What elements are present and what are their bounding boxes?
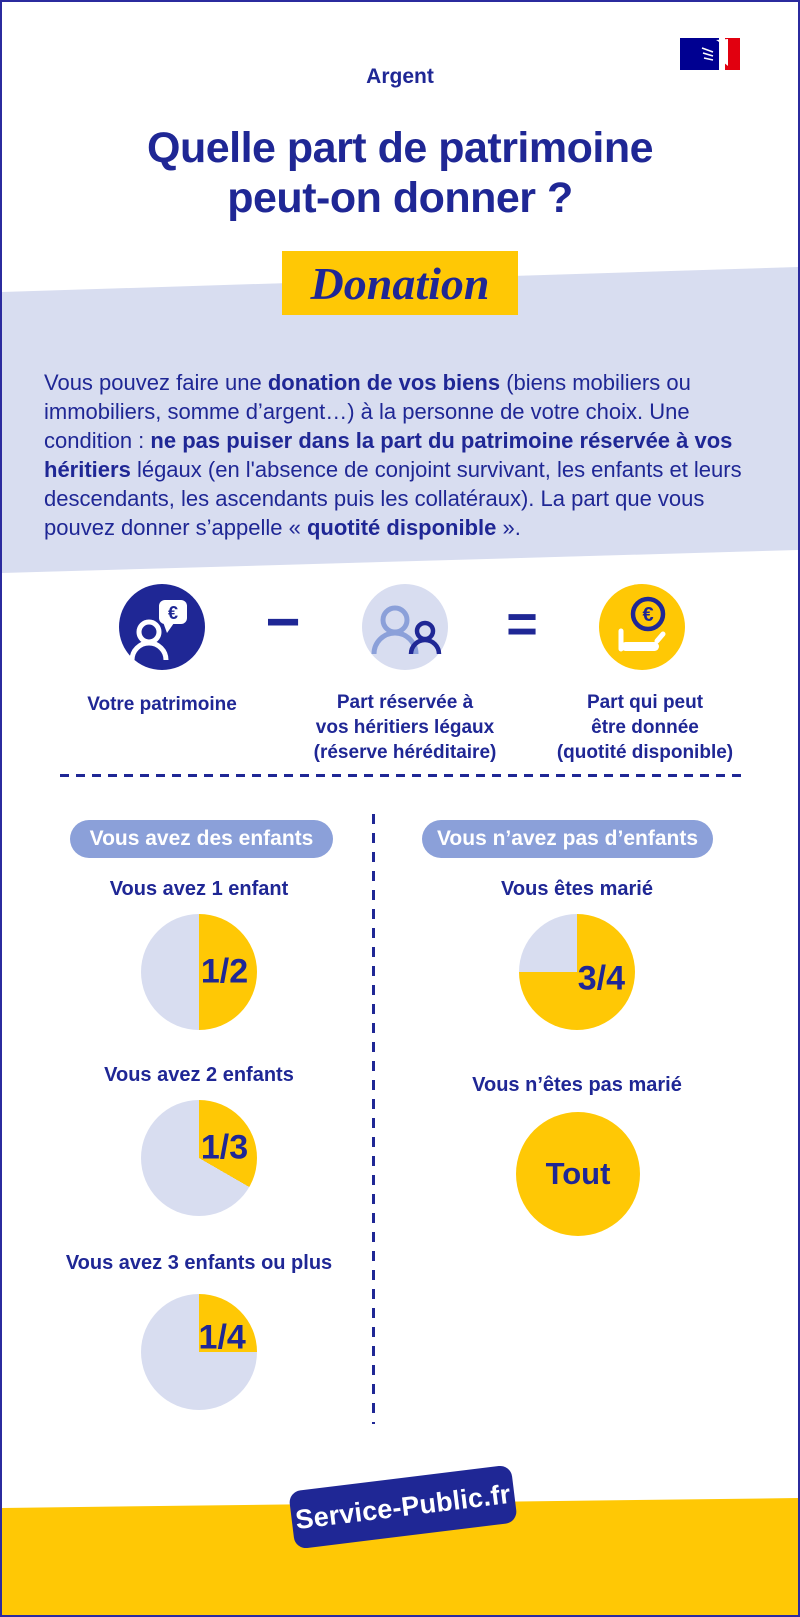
intro-text-segment: Vous pouvez faire une	[44, 370, 268, 395]
pie-label-3-enfants: Vous avez 3 enfants ou plus	[65, 1252, 333, 1274]
donation-hand-euro-icon: €	[599, 584, 685, 670]
marianne-silhouette-icon	[701, 39, 728, 66]
heirs-two-people-icon	[362, 584, 448, 670]
fraction-label: Tout	[545, 1156, 611, 1191]
fraction-label: 3/4	[577, 959, 625, 998]
title-line-1: Quelle part de patrimoine	[147, 124, 654, 172]
intro-text-segment: (biens mobiliers ou immobiliers, somme d…	[44, 370, 691, 453]
right-column-header: Vous n’avez pas d’enfants	[422, 820, 713, 858]
pie-chart-1-4: 1/4	[141, 1294, 257, 1410]
intro-text-segment: ».	[496, 515, 521, 540]
pie-label-2-enfants: Vous avez 2 enfants	[104, 1064, 294, 1086]
donation-banner: Donation	[282, 251, 518, 315]
fraction-label: 1/2	[200, 952, 249, 991]
patrimoine-label: Votre patrimoine	[87, 694, 237, 715]
pie-chart-1-2: 1/2	[141, 914, 257, 1030]
pie-label-1-enfant: Vous avez 1 enfant	[109, 878, 289, 900]
fraction-label: 1/3	[200, 1128, 249, 1167]
intro-text-segment-bold: donation de vos biens	[267, 370, 501, 395]
pie-chart-3-4: 3/4	[519, 914, 635, 1030]
patrimoine-person-euro-icon: €	[119, 584, 205, 670]
intro-background-band	[2, 267, 798, 573]
equals-operator: =	[506, 594, 538, 654]
logo-blue-block	[680, 38, 719, 70]
page-title: Quelle part de patrimoine peut-on donner…	[2, 123, 798, 223]
horizontal-dashed-divider	[60, 774, 744, 777]
pie-label-marie: Vous êtes marié	[501, 878, 653, 900]
quotite-disponible-label: Part qui peut être donnée (quotité dispo…	[556, 692, 734, 763]
left-column-header: Vous avez des enfants	[70, 820, 333, 858]
logo-red-block	[725, 38, 740, 70]
intro-text-segment: légaux (en l'absence de conjoint surviva…	[44, 457, 742, 540]
pie-chart-1-3: 1/3	[141, 1100, 257, 1216]
column-dashed-divider	[372, 814, 375, 1424]
svg-text:€: €	[642, 604, 653, 626]
reserve-hereditaire-label: Part réservée à vos héritiers légaux (ré…	[313, 692, 497, 763]
intro-paragraph: Vous pouvez faire une donation de vos bi…	[44, 368, 766, 542]
pie-label-pas-marie: Vous n’êtes pas marié	[472, 1074, 682, 1096]
pie-chart-tout: Tout	[516, 1112, 640, 1236]
intro-text-segment-bold: ne pas puiser dans la part du patrimoine…	[44, 428, 733, 482]
svg-text:€: €	[168, 603, 178, 623]
category-label: Argent	[366, 65, 434, 88]
title-line-2: peut-on donner ?	[227, 174, 573, 222]
minus-operator: −	[265, 588, 301, 655]
marianne-france-logo	[680, 38, 742, 70]
intro-text-segment-bold: quotité disponible	[306, 515, 497, 540]
fraction-label: 1/4	[198, 1318, 246, 1357]
